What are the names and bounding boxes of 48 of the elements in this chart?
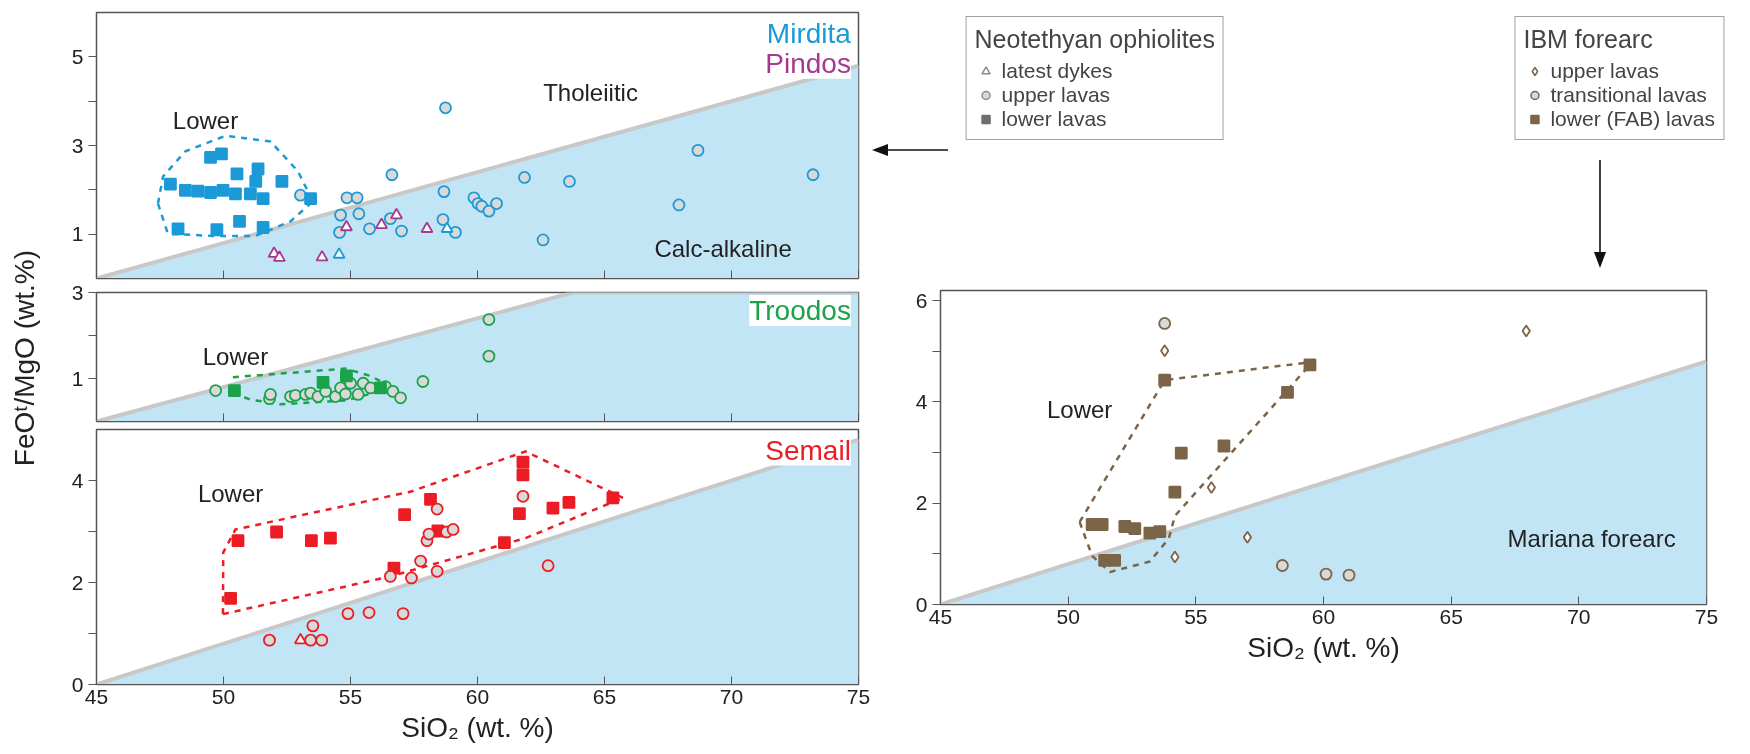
annotation: Calc-alkaline — [654, 235, 792, 263]
text: Semail — [765, 434, 851, 466]
x-tick-label: 65 — [592, 684, 617, 708]
y-tick-label: 3 — [71, 280, 84, 304]
x-tick-label: 45 — [928, 604, 953, 628]
x-tick-label: 75 — [1694, 604, 1719, 628]
x-axis-title: SiO₂ (wt. %) — [401, 711, 554, 743]
text: Troodos — [749, 295, 851, 327]
y-tick-label: 1 — [71, 222, 84, 246]
legend-title: Neotethyan ophiolites — [974, 25, 1215, 54]
legend-label: lower (FAB) lavas — [1550, 107, 1715, 131]
x-axis-title: SiO₂ (wt. %) — [1247, 631, 1400, 663]
annotation: Lower — [202, 342, 269, 370]
x-tick-label: 55 — [338, 684, 363, 708]
legend-label: lower lavas — [1001, 107, 1107, 131]
y-tick-label: 6 — [915, 288, 928, 312]
annotation: Lower — [1046, 396, 1113, 424]
y-tick-label: 3 — [71, 133, 84, 157]
x-tick-label: 60 — [1311, 604, 1336, 628]
x-tick-label: 60 — [465, 684, 490, 708]
legend-title: IBM forearc — [1523, 25, 1654, 54]
legend-label: transitional lavas — [1550, 83, 1707, 107]
x-tick-label: 65 — [1439, 604, 1463, 628]
legend-label: latest dykes — [1001, 59, 1113, 83]
y-tick-label: 4 — [915, 389, 928, 413]
legend-label: upper lavas — [1550, 59, 1660, 83]
x-tick-label: 45 — [84, 684, 109, 708]
x-tick-label: 70 — [719, 684, 744, 708]
y-tick-label: 4 — [71, 468, 84, 492]
y-tick-label: 2 — [915, 491, 928, 515]
text: Pindos — [765, 47, 851, 79]
x-tick-label: 50 — [1056, 604, 1080, 628]
annotation: Lower — [172, 107, 239, 135]
y-tick-label: 0 — [71, 672, 84, 696]
y-tick-label: 5 — [71, 44, 84, 68]
annotation: Mariana forearc — [1507, 525, 1676, 553]
x-tick-label: 75 — [846, 684, 871, 708]
annotation: Lower — [197, 480, 264, 508]
y-tick-label: 0 — [915, 592, 928, 616]
legend-label: upper lavas — [1001, 83, 1111, 107]
text: Mirdita — [766, 17, 852, 49]
x-tick-label: 70 — [1567, 604, 1591, 628]
x-tick-label: 50 — [211, 684, 236, 708]
annotation: Tholeiitic — [543, 78, 638, 106]
y-axis-title: FeOᵗ/MgO (wt.%) — [9, 250, 40, 467]
x-tick-label: 55 — [1184, 604, 1208, 628]
y-tick-label: 2 — [71, 570, 84, 594]
y-tick-label: 1 — [71, 366, 84, 390]
